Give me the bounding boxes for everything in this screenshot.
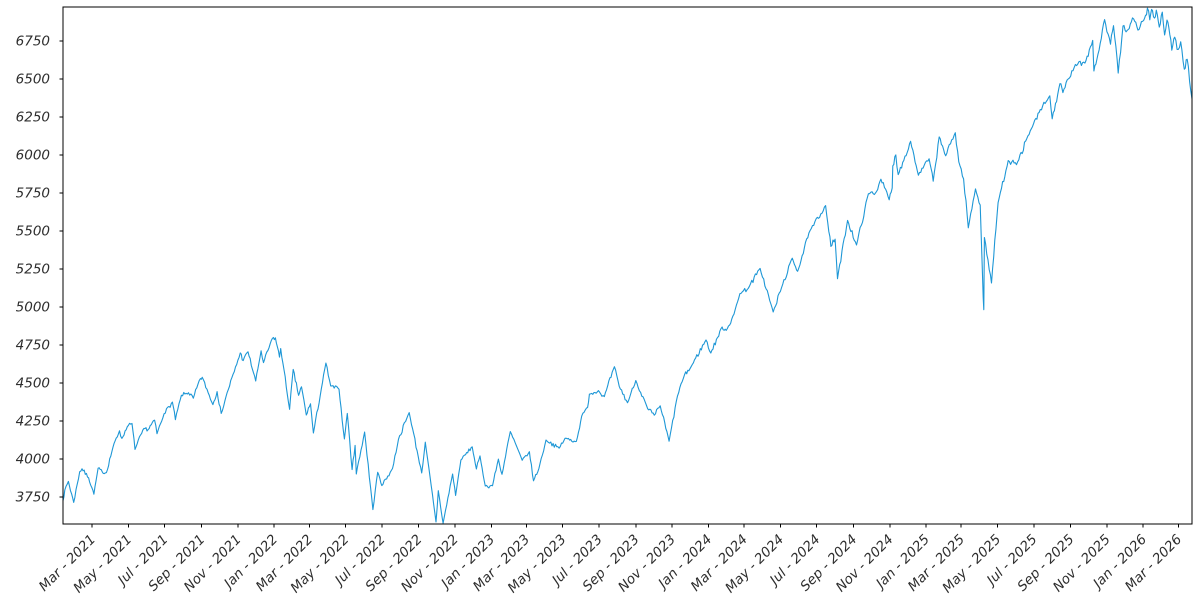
y-tick-label: 4750	[16, 337, 50, 353]
y-tick-label: 6750	[16, 34, 50, 50]
y-tick-label: 6250	[16, 110, 50, 126]
y-tick-label: 4250	[16, 413, 50, 429]
y-tick-label: 5250	[16, 261, 50, 277]
y-tick-label: 5000	[16, 299, 50, 315]
y-tick-label: 6500	[16, 72, 50, 88]
y-axis: 3750 4000 4250 4500 4750 5000 5250 5500 5750 6000…	[16, 34, 63, 505]
y-tick-label: 5500	[16, 224, 50, 240]
y-tick-label: 3750	[16, 489, 50, 505]
y-tick-label: 4500	[16, 375, 50, 391]
series-group	[63, 7, 1192, 524]
plot-border	[62, 6, 1193, 525]
y-tick-label: 4000	[16, 451, 50, 467]
price-line	[63, 7, 1192, 524]
y-tick-label: 6000	[16, 148, 50, 164]
y-tick-label: 5750	[16, 186, 50, 202]
